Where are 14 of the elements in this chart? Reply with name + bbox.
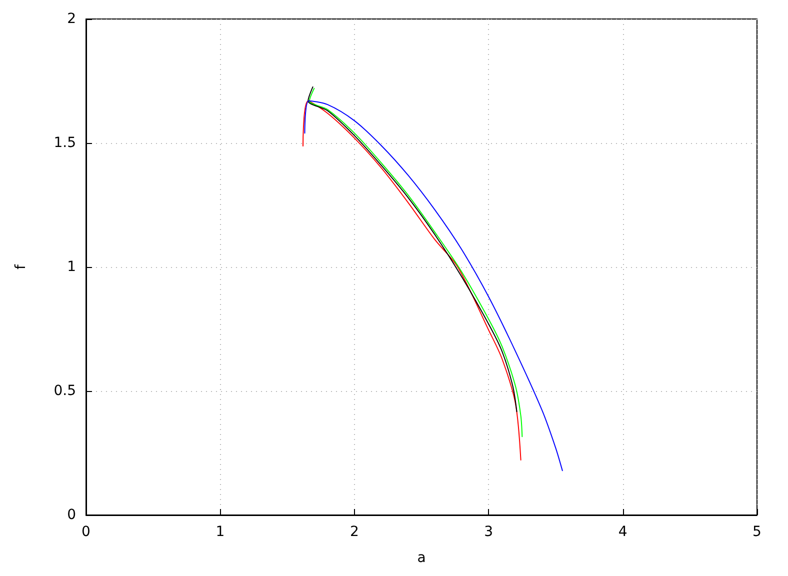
x-tick-label: 3	[484, 524, 494, 540]
x-tick-label: 1	[216, 524, 225, 540]
y-axis-title: f	[13, 263, 29, 270]
x-tick-label: 2	[350, 524, 359, 540]
x-axis-title: a	[417, 550, 426, 566]
line-series	[304, 100, 563, 472]
y-tick-label: 1	[67, 259, 76, 275]
y-tick-label: 2	[67, 11, 76, 27]
y-tick-label: 0.5	[54, 383, 76, 399]
x-tick-label: 5	[752, 524, 762, 540]
y-tick-label: 1.5	[54, 135, 76, 151]
y-tick-label: 0	[67, 507, 76, 523]
x-tick-label: 4	[618, 524, 628, 540]
x-tick-label: 0	[82, 524, 90, 540]
